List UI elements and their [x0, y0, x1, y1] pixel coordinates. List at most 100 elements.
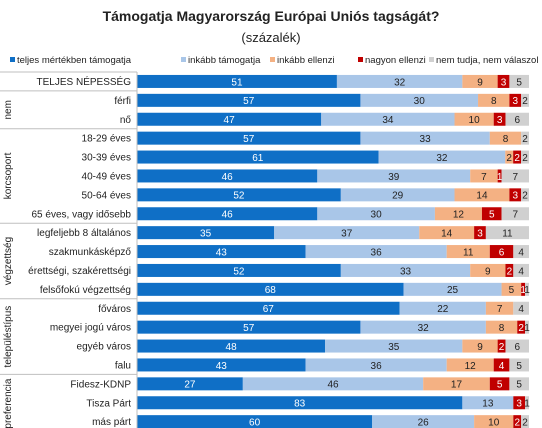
legend-swatch [181, 57, 186, 62]
bar-segment [372, 415, 475, 428]
bar-segment [137, 358, 306, 372]
data-label: 51 [231, 77, 243, 88]
bar-segment [509, 358, 529, 372]
legend-label: nem tudja, nem válaszol [436, 55, 538, 66]
data-label: 1 [524, 399, 530, 410]
legend-swatch [10, 57, 15, 62]
data-label: 9 [485, 266, 491, 277]
data-label: 1 [520, 285, 526, 296]
data-label: 6 [499, 247, 505, 258]
row-label: Fidesz-KDNP [70, 379, 131, 390]
data-label: 3 [477, 228, 483, 239]
bar-segment [360, 131, 490, 145]
bar-segment [305, 358, 447, 372]
data-label: 57 [243, 323, 255, 334]
data-label: 4 [518, 266, 524, 277]
bar-segment [137, 93, 361, 107]
data-label: 14 [441, 228, 453, 239]
data-label: 5 [497, 380, 503, 391]
data-label: 3 [516, 399, 522, 410]
bar-segment [137, 245, 306, 259]
data-label: 25 [447, 285, 459, 296]
data-label: 32 [436, 153, 448, 164]
bar-segment [521, 131, 529, 145]
bar-segment [360, 93, 479, 107]
bar-segment [525, 320, 529, 334]
group-label: végzettség [3, 237, 14, 285]
data-label: 1 [524, 323, 530, 334]
data-label: 48 [226, 342, 238, 353]
bar-segment [462, 339, 498, 353]
data-label: 52 [233, 191, 245, 202]
bar-segment [501, 169, 529, 183]
data-label: 83 [294, 399, 306, 410]
data-label: 61 [252, 153, 264, 164]
bar-segment [509, 188, 522, 202]
bar-segment [137, 150, 379, 164]
bar-segment [470, 169, 498, 183]
bar-segment [501, 207, 529, 221]
data-label: 22 [437, 304, 449, 315]
bar-segment [497, 339, 506, 353]
bar-segment [325, 339, 463, 353]
bar-segment [521, 188, 529, 202]
bar-segment [137, 112, 322, 126]
bar-segment [462, 74, 498, 88]
bar-segment [489, 245, 514, 259]
row-label: 30-39 éves [82, 153, 131, 164]
row-label: TELJES NÉPESSÉG [37, 75, 132, 88]
bar-segment [446, 245, 490, 259]
data-label: 5 [489, 210, 495, 221]
data-label: 2 [522, 96, 528, 107]
bar-segment [403, 282, 502, 296]
bar-segment [317, 169, 471, 183]
bar-segment [505, 112, 529, 126]
data-label: 8 [491, 96, 497, 107]
bar-segment [137, 396, 463, 410]
group-label: nem [3, 100, 14, 119]
bar-segment [505, 339, 529, 353]
data-label: 4 [518, 247, 524, 258]
bar-segment [525, 282, 529, 296]
bar-segment [137, 301, 400, 315]
bar-segment [509, 93, 522, 107]
bar-segment [505, 150, 514, 164]
data-label: 46 [327, 380, 339, 391]
data-label: 11 [463, 247, 474, 258]
legend-label: inkább ellenzi [277, 55, 335, 66]
group-label: korcsoport [3, 152, 14, 199]
data-label: 2 [506, 153, 512, 164]
row-label: Tisza Párt [86, 398, 131, 409]
row-label: falu [115, 360, 131, 371]
bar-segment [481, 207, 502, 221]
row-label: felsőfokú végzettség [40, 285, 131, 296]
bar-segment [305, 245, 447, 259]
row-label: 40-49 éves [82, 171, 131, 182]
bar-segment [274, 226, 420, 240]
row-label: 50-64 éves [82, 190, 131, 201]
data-label: 5 [516, 380, 522, 391]
data-label: 33 [420, 134, 432, 145]
bar-segment [513, 396, 526, 410]
data-label: 11 [502, 228, 513, 239]
data-label: 12 [465, 361, 477, 372]
row-label: nő [120, 115, 132, 126]
bar-segment [513, 245, 529, 259]
legend-swatch [429, 57, 434, 62]
data-label: 4 [499, 361, 505, 372]
bar-segment [137, 188, 341, 202]
data-label: 35 [388, 342, 400, 353]
bar-segment [137, 226, 275, 240]
legend-label: teljes mértékben támogatja [17, 55, 132, 66]
data-label: 67 [263, 304, 275, 315]
data-label: 5 [516, 361, 522, 372]
data-label: 12 [453, 210, 465, 221]
bar-segment [321, 112, 455, 126]
data-label: 35 [200, 228, 212, 239]
bar-segment [474, 415, 514, 428]
data-label: 7 [481, 172, 487, 183]
data-label: 52 [233, 266, 245, 277]
bar-segment [489, 131, 522, 145]
bar-segment [454, 112, 494, 126]
data-label: 1 [524, 285, 530, 296]
